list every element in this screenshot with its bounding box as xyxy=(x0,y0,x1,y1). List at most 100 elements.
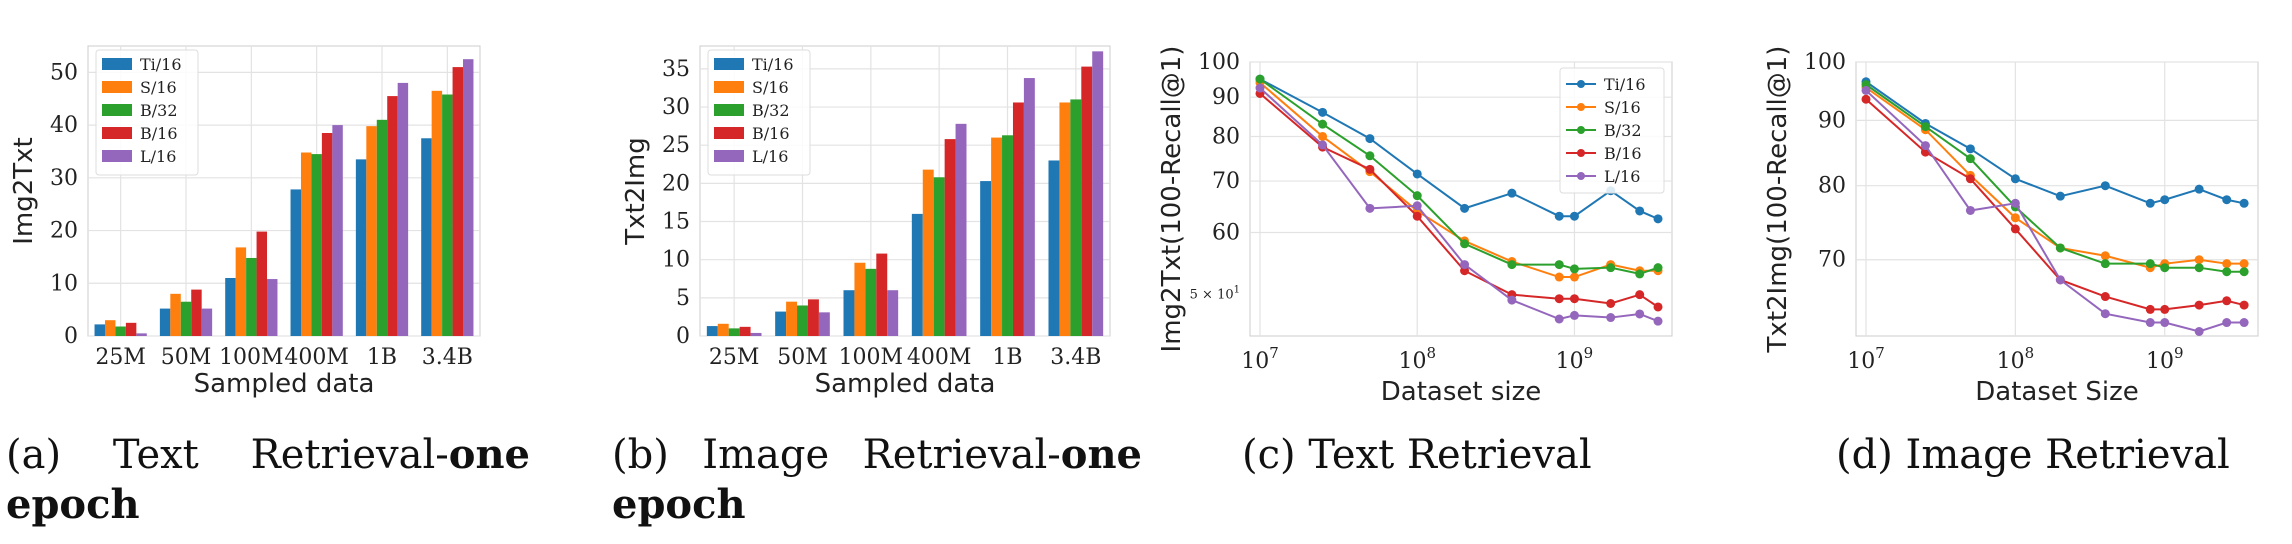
data-point-B-16 xyxy=(1460,266,1470,276)
bar-L-16 xyxy=(267,279,278,336)
legend-label: S/16 xyxy=(1604,98,1641,117)
bar-L-16 xyxy=(201,308,213,336)
bar-S-16 xyxy=(104,320,116,336)
bar-S-16 xyxy=(786,301,798,336)
y-axis-label: Img2Txt(100-Recall@1) xyxy=(1157,46,1187,353)
bar-B-32 xyxy=(797,305,808,336)
x-tick-label: 100M xyxy=(839,345,904,370)
data-point-B-16 xyxy=(1965,174,1975,184)
y-tick-label: 90 xyxy=(1212,85,1240,110)
legend-swatch xyxy=(714,81,744,93)
bar-S-16 xyxy=(922,169,934,336)
data-point-L-16 xyxy=(2222,318,2232,328)
y-tick-label: 5 xyxy=(676,286,690,311)
bar-Ti-16 xyxy=(290,189,301,336)
bar-L-16 xyxy=(887,290,899,336)
bar-L-16 xyxy=(332,125,343,336)
legend-swatch xyxy=(102,150,132,162)
data-point-B-32 xyxy=(2145,259,2155,269)
legend-marker xyxy=(1577,149,1585,157)
x-tick-label: 108 xyxy=(1398,344,1436,374)
data-point-Ti-16 xyxy=(1554,211,1564,221)
data-point-B-32 xyxy=(2160,263,2170,273)
data-point-L-16 xyxy=(1653,316,1663,326)
bar-B-32 xyxy=(1002,135,1013,336)
bar-B-16 xyxy=(739,326,751,336)
data-point-B-16 xyxy=(2010,224,2020,234)
data-point-Ti-16 xyxy=(1365,134,1375,144)
bar-Ti-16 xyxy=(1048,160,1060,336)
legend-swatch xyxy=(714,127,744,139)
data-point-Ti-16 xyxy=(1635,206,1645,216)
bar-L-16 xyxy=(818,312,830,336)
y-tick-label: 10 xyxy=(662,248,690,273)
bar-L-16 xyxy=(750,332,762,336)
data-point-S-16 xyxy=(2239,259,2249,269)
bar-S-16 xyxy=(235,247,247,336)
x-axis-label: Sampled data xyxy=(815,369,996,399)
data-point-S-16 xyxy=(1318,131,1328,141)
bar-chart-2: 0 5 10 15 20 25 30 35 25M 50M 100M 400M 1B 3.4B Sample… xyxy=(621,45,1111,399)
caption-a-line2: epoch xyxy=(6,481,140,528)
caption-a: (a) Text Retrieval-one epoch xyxy=(6,430,530,530)
y-tick-label: 100 xyxy=(1198,50,1240,75)
data-point-Ti-16 xyxy=(2100,181,2110,191)
bar-chart-1: 0 10 20 30 40 50 25M 50M 100M 400M 1B 3.4B Sampled d… xyxy=(9,45,481,399)
legend-swatch xyxy=(102,104,132,116)
data-point-Ti-16 xyxy=(2222,195,2232,205)
y-axis-label: Img2Txt xyxy=(9,137,39,245)
data-point-B-32 xyxy=(1255,74,1265,84)
data-point-S-16 xyxy=(2222,259,2232,269)
data-point-L-16 xyxy=(1554,314,1564,324)
bar-B-32 xyxy=(311,154,322,336)
data-point-B-32 xyxy=(2194,263,2204,273)
legend-label: B/32 xyxy=(140,101,178,120)
bar-S-16 xyxy=(717,323,729,336)
data-point-S-16 xyxy=(2194,255,2204,265)
data-point-Ti-16 xyxy=(2145,198,2155,208)
bar-B-16 xyxy=(321,133,333,336)
caption-b-line2: epoch xyxy=(612,481,746,528)
legend-marker xyxy=(1577,80,1585,88)
data-point-Ti-16 xyxy=(1569,211,1579,221)
legend-label: B/16 xyxy=(140,124,178,143)
legend-label: B/16 xyxy=(1604,144,1642,163)
data-point-B-16 xyxy=(1554,294,1564,304)
y-tick-label: 70 xyxy=(1818,248,1846,273)
bar-L-16 xyxy=(463,59,474,336)
bar-S-16 xyxy=(1059,102,1071,336)
data-point-B-16 xyxy=(2239,300,2249,310)
line-chart-3: 60 70 80 90 100 5 × 101 107 108 109 Dataset size I… xyxy=(1157,46,1673,407)
bar-B-32 xyxy=(1070,99,1082,336)
x-tick-label: 107 xyxy=(1241,344,1279,374)
x-tick-label: 3.4B xyxy=(422,345,473,370)
bar-Ti-16 xyxy=(225,278,236,336)
legend-marker xyxy=(1577,126,1585,134)
bar-Ti-16 xyxy=(706,326,718,336)
y-tick-label: 100 xyxy=(1804,50,1846,75)
bar-Ti-16 xyxy=(355,159,367,336)
y-tick-label: 40 xyxy=(50,113,78,138)
x-tick-label: 3.4B xyxy=(1050,345,1101,370)
bar-Ti-16 xyxy=(775,311,787,336)
data-point-B-32 xyxy=(1653,263,1663,273)
data-point-B-16 xyxy=(1365,164,1375,174)
data-point-B-32 xyxy=(1318,119,1328,129)
bar-S-16 xyxy=(170,293,181,336)
data-point-L-16 xyxy=(1920,141,1930,151)
y-tick-label: 0 xyxy=(676,324,690,349)
bar-B-16 xyxy=(256,231,268,336)
legend-label: B/16 xyxy=(752,124,790,143)
data-point-B-32 xyxy=(1412,191,1422,201)
data-point-B-32 xyxy=(1460,239,1470,249)
legend-marker xyxy=(1577,172,1585,180)
data-point-Ti-16 xyxy=(1965,144,1975,154)
data-point-S-16 xyxy=(2010,213,2020,223)
data-point-L-16 xyxy=(1318,140,1328,150)
data-point-Ti-16 xyxy=(1507,188,1517,198)
x-tick-label: 50M xyxy=(777,345,828,370)
y-tick-label: 50 xyxy=(50,60,78,85)
legend-label: Ti/16 xyxy=(1604,75,1646,94)
data-point-Ti-16 xyxy=(1412,169,1422,179)
